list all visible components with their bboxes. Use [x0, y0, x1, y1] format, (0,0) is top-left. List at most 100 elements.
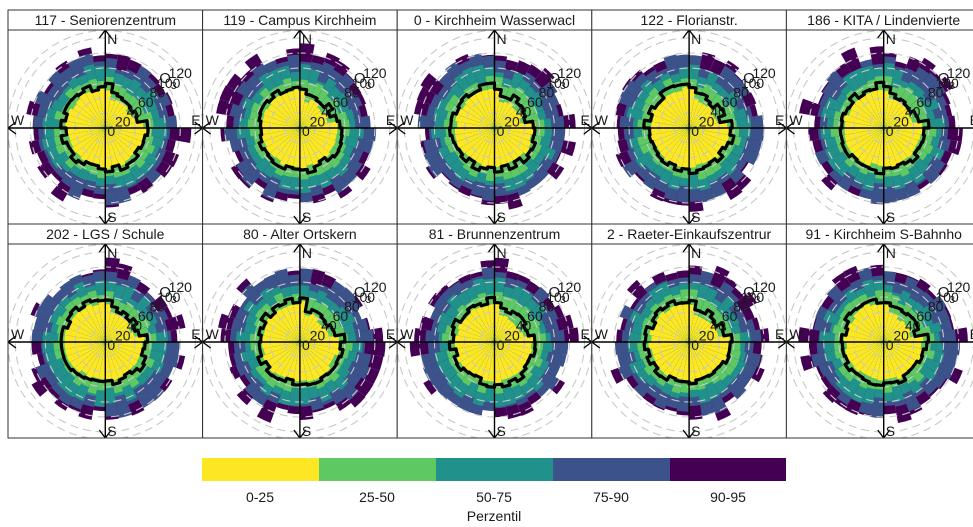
wedge-0-25	[843, 114, 884, 128]
wedge-0-25	[883, 128, 898, 169]
legend-swatch-3	[553, 458, 670, 481]
wedge-0-25	[263, 329, 300, 342]
radial-tick-label: 0	[302, 123, 310, 139]
compass-e: E	[386, 112, 395, 128]
wedge-0-25	[870, 342, 884, 379]
wedge-0-25	[269, 97, 300, 128]
wedge-0-25	[883, 319, 901, 342]
radial-tick-label: 100	[935, 289, 959, 305]
radial-tick-label: 60	[333, 308, 349, 324]
wedge-0-25	[299, 128, 333, 153]
wedge-0-25	[494, 112, 524, 128]
wedge-0-25	[651, 121, 690, 128]
wedge-0-25	[468, 128, 495, 163]
wedge-0-25	[67, 128, 106, 135]
wedge-0-25	[852, 128, 884, 160]
wedge-0-25	[877, 89, 884, 128]
pollutant-label: O3	[549, 70, 567, 92]
wedge-0-25	[456, 128, 495, 149]
pollutant-label: O3	[354, 70, 372, 92]
legend-label-0: 0-25	[246, 489, 274, 505]
wedge-0-25	[105, 314, 121, 342]
panel-title: 2 - Raeter-Einkaufszentrur	[607, 226, 772, 242]
wedge-0-25	[659, 128, 690, 158]
wedge-0-25	[494, 328, 520, 342]
wedge-0-25	[883, 342, 922, 349]
wedge-0-25	[652, 115, 690, 128]
radial-tick-label: 100	[546, 75, 570, 91]
wedge-0-25	[883, 342, 913, 372]
wedge-0-25	[494, 128, 520, 163]
wedge-0-25	[105, 342, 143, 349]
wedge-0-25	[883, 342, 891, 380]
radial-tick-label: 120	[558, 65, 582, 81]
radial-tick-label: 40	[321, 104, 337, 120]
panel-title: 0 - Kirchheim Wasserwacl	[414, 12, 575, 28]
wedge-0-25	[105, 328, 131, 342]
radial-tick-label: 0	[302, 337, 310, 353]
radial-tick-label: 100	[546, 289, 570, 305]
wedge-0-25	[689, 342, 709, 379]
panel-title: 122 - Florianstr.	[640, 12, 737, 28]
compass-s: S	[107, 423, 116, 439]
wedge-0-25	[844, 128, 884, 142]
wedge-0-25	[470, 342, 495, 375]
compass-e: E	[580, 112, 589, 128]
wedge-0-25	[105, 342, 113, 383]
wedge-0-25	[98, 300, 106, 342]
compass-e: E	[580, 326, 589, 342]
pollutant-label: O3	[938, 284, 956, 306]
wedge-0-25	[299, 128, 338, 135]
wedge-0-25	[286, 128, 300, 168]
radial-tick-label: 120	[558, 279, 582, 295]
wedge-0-25	[299, 112, 329, 128]
wedge-0-25	[883, 311, 895, 342]
wedge-0-25	[105, 128, 131, 162]
wedge-0-25	[261, 342, 300, 349]
compass-s: S	[691, 209, 700, 225]
wedge-0-25	[299, 321, 321, 342]
compass-s: S	[691, 423, 700, 439]
wedge-0-25	[105, 315, 125, 342]
wedge-0-25	[689, 128, 721, 160]
wedge-0-25	[689, 342, 703, 381]
wedge-0-25	[481, 303, 495, 342]
radial-tick-label: 40	[516, 104, 532, 120]
wedge-0-25	[689, 342, 719, 372]
wedge-0-25	[92, 342, 106, 379]
compass-n: N	[107, 31, 117, 47]
wedge-0-25	[299, 99, 316, 128]
wedge-0-25	[72, 128, 106, 153]
wedge-0-25	[877, 342, 884, 381]
wedge-0-25	[80, 128, 106, 162]
wedge-0-25	[883, 128, 905, 167]
wedge-0-25	[664, 94, 690, 128]
radial-tick-label: 0	[886, 123, 894, 139]
compass-e: E	[775, 112, 784, 128]
wedge-0-25	[689, 128, 731, 136]
wedge-0-25	[864, 92, 884, 128]
wedge-0-25	[105, 128, 145, 142]
wedge-0-25	[260, 128, 300, 142]
wedge-0-25	[267, 104, 300, 128]
wedge-0-25	[468, 92, 495, 128]
wedge-0-25	[299, 91, 307, 128]
wedge-0-25	[269, 312, 300, 342]
wedge-0-25	[883, 99, 899, 128]
wedge-0-25	[883, 121, 923, 128]
panel-title: 202 - LGS / Schule	[46, 226, 165, 242]
wedge-0-25	[464, 342, 495, 372]
wedge-0-25	[649, 328, 690, 342]
wedge-0-25	[105, 304, 112, 342]
wedge-0-25	[474, 342, 495, 380]
wedge-0-25	[652, 128, 690, 148]
wedge-0-25	[655, 103, 690, 128]
wedge-0-25	[299, 342, 340, 356]
wedge-0-25	[105, 342, 119, 381]
wedge-0-25	[689, 128, 727, 148]
wedge-0-25	[268, 342, 300, 374]
wedge-0-25	[857, 128, 884, 163]
radial-tick-label: 20	[310, 113, 326, 129]
